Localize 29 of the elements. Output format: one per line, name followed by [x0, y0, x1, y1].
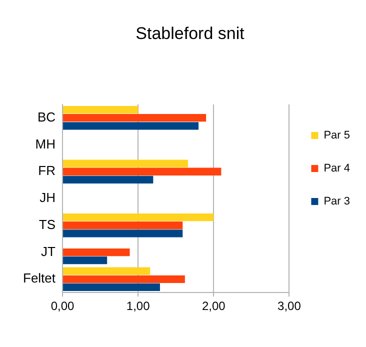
legend-label: Par 4	[324, 162, 350, 175]
y-tick-label: MH	[35, 136, 56, 152]
legend-label: Par 5	[324, 130, 350, 142]
bar	[63, 222, 183, 230]
bar	[63, 248, 130, 256]
x-tick-label: 0,00	[50, 299, 75, 314]
y-tick-label: BC	[37, 109, 56, 124]
bar	[63, 267, 150, 275]
bar	[63, 275, 185, 283]
x-tick-label: 2,00	[202, 299, 226, 314]
y-tick-label: FR	[38, 163, 56, 178]
chart-title: Stableford snit	[136, 24, 245, 43]
bar	[63, 283, 160, 292]
y-tick-label: JH	[40, 190, 56, 206]
bar	[63, 122, 199, 130]
y-tick-label: TS	[38, 216, 56, 232]
legend-label: Par 3	[324, 196, 350, 208]
y-tick-label: JT	[41, 244, 56, 259]
bar	[63, 106, 138, 114]
y-tick-label: Feltet	[22, 270, 56, 286]
bar	[63, 168, 222, 176]
x-tick-label: 3,00	[278, 299, 302, 314]
bar	[63, 176, 154, 184]
bar	[63, 114, 206, 122]
bar	[63, 230, 183, 238]
bar	[63, 160, 188, 168]
bar	[63, 213, 214, 222]
x-tick-label: 1,00	[126, 299, 150, 314]
bar	[63, 256, 108, 264]
